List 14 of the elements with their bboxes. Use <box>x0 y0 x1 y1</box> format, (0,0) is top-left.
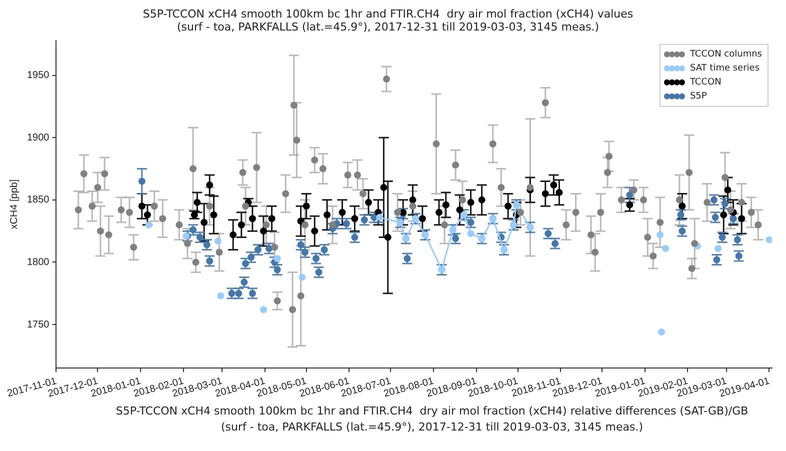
y-tick-label: 1750 <box>26 319 50 330</box>
legend-label: TCCON <box>688 78 722 88</box>
legend-label: S5P <box>690 92 708 102</box>
text: (surf - toa, PARKFALLS (lat.=45.9°), 2017-12-31 till 2019-03-03, 3145 meas.) <box>221 420 643 434</box>
y-tick-label: 1800 <box>26 256 50 268</box>
chart-title: S5P-TCCON xCH4 smooth 100km bc 1hr and FTIR.CH4 dry air mol fraction (xCH4) values <box>142 7 634 20</box>
legend-label: SAT time series <box>690 64 760 74</box>
legend-label: TCCON columns <box>688 50 762 60</box>
chart-subtitle: (surf - toa, PARKFALLS (lat.=45.9°), 2017-12-31 till 2019-03-03, 3145 meas.) <box>177 20 599 34</box>
y-axis-title: xCH4 [ppb] <box>8 179 20 230</box>
text: S5P-TCCON xCH4 smooth 100km bc 1hr and FTIR.CH4 dry air mol fraction (xCH4) relative differences (SAT-GB)/GB <box>116 404 748 418</box>
y-tick-label: 1850 <box>26 194 50 206</box>
y-tick-label: 1950 <box>26 70 50 82</box>
y-tick-label: 1900 <box>26 132 50 144</box>
